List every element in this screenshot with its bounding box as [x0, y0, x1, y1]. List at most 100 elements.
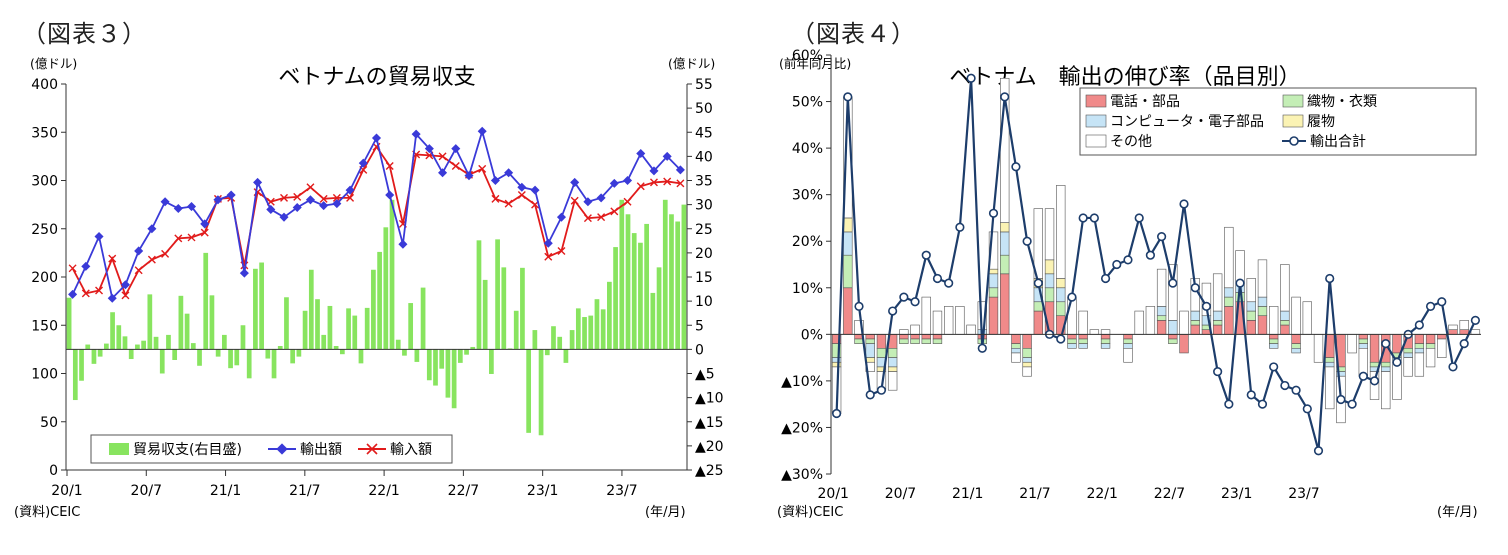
other-bar-segment: [1459, 320, 1469, 330]
total-point: [843, 92, 853, 102]
imports-point: [451, 162, 460, 171]
balance-bar: [166, 334, 171, 350]
balance-bar: [240, 325, 246, 350]
balance-bar: [662, 199, 668, 350]
balance-bar: [551, 326, 556, 350]
imports-point: [306, 183, 315, 192]
footwear-bar-segment: [1044, 259, 1055, 275]
balance-bar: [128, 349, 134, 360]
total-point: [1358, 371, 1368, 381]
textile-bar-segment: [1325, 357, 1335, 363]
other-bar-segment: [1156, 268, 1167, 307]
computer-bar-segment: [1123, 343, 1133, 349]
balance-bar: [582, 317, 587, 350]
total-point: [1336, 394, 1346, 405]
balance-bar: [321, 334, 327, 350]
phone-bar-segment: [921, 334, 931, 340]
exports-point: [253, 177, 263, 187]
textile-bar-segment: [921, 338, 931, 344]
balance-bar: [184, 313, 190, 350]
legend-other-label: その他: [1110, 134, 1152, 150]
balance-bar: [234, 349, 240, 366]
phone-bar-segment: [1022, 334, 1032, 349]
computer-bar-segment: [1381, 366, 1391, 372]
exports-point: [239, 268, 249, 278]
legend-total-marker: [1289, 136, 1299, 146]
phone-bar-segment: [1033, 310, 1043, 335]
imports-point: [319, 194, 328, 203]
total-point: [865, 390, 875, 400]
x-axis-tick-label: 22/7: [448, 483, 479, 499]
textile-bar-segment: [1291, 343, 1301, 349]
imports-point: [491, 194, 500, 203]
other-bar-segment: [887, 371, 898, 391]
balance-bar: [72, 349, 78, 401]
other-bar-segment: [1212, 273, 1223, 312]
balance-bar: [253, 268, 258, 350]
total-point: [966, 73, 976, 83]
right-axis-tick-label: 15: [695, 270, 713, 286]
legend-computer-swatch: [1085, 114, 1107, 128]
other-bar-segment: [1313, 334, 1324, 363]
other-bar-segment: [955, 306, 965, 335]
y-axis-tick-label: ▲30%: [781, 467, 823, 483]
y-axis-tick-label: 60%: [792, 48, 823, 64]
y-axis-tick-label: 30%: [792, 188, 823, 204]
imports-point: [623, 197, 632, 206]
footwear-bar-segment: [843, 217, 853, 233]
balance-bar: [203, 252, 209, 350]
x-axis-tick-label: 20/7: [885, 486, 916, 502]
phone-bar-segment: [1168, 334, 1178, 340]
textile-bar-segment: [1280, 320, 1290, 326]
exports-point: [385, 190, 395, 200]
x-axis-tick-label: 23/7: [1288, 486, 1319, 502]
right-axis-tick-label: ▲5: [695, 367, 715, 383]
total-point: [1213, 366, 1223, 377]
source-note: (資料)CEIC: [14, 505, 80, 520]
right-axis-tick-label: 50: [695, 101, 713, 117]
phone-bar-segment: [1448, 329, 1458, 335]
balance-bar: [588, 315, 594, 350]
legend-footwear-swatch: [1282, 114, 1304, 128]
footwear-bar-segment: [831, 361, 842, 368]
balance-bar: [526, 349, 532, 433]
total-point: [1078, 213, 1088, 223]
total-point: [1414, 320, 1424, 330]
balance-bar: [625, 214, 631, 350]
textile-bar-segment: [1168, 338, 1178, 344]
balance-bar: [290, 349, 296, 364]
phone-bar-segment: [1257, 315, 1268, 335]
total-point: [1033, 278, 1043, 288]
figure-4-label: （図表４）: [791, 20, 916, 48]
balance-bar: [495, 239, 500, 350]
other-bar-segment: [1011, 352, 1021, 363]
imports-point: [346, 193, 355, 202]
textile-bar-segment: [1414, 343, 1425, 349]
other-bar-segment: [1291, 296, 1301, 335]
imports-point: [557, 246, 566, 255]
footwear-bar-segment: [865, 357, 875, 363]
balance-bar: [91, 349, 97, 364]
total-point: [1123, 255, 1133, 265]
other-bar-segment: [1033, 208, 1043, 279]
balance-bar: [159, 349, 165, 374]
right-axis-tick-label: 10: [695, 294, 713, 310]
balance-bar: [532, 330, 538, 350]
phone-bar-segment: [1437, 334, 1447, 340]
exports-point: [490, 175, 500, 186]
textile-bar-segment: [876, 347, 887, 358]
balance-bar: [346, 308, 351, 350]
total-point: [1302, 404, 1312, 414]
imports-point: [95, 286, 104, 295]
figure-3-label: （図表３）: [22, 20, 147, 48]
computer-bar-segment: [1022, 357, 1032, 363]
exports-point: [186, 202, 197, 212]
right-axis-tick-label: 30: [695, 198, 713, 214]
computer-bar-segment: [1044, 273, 1055, 289]
balance-bar: [104, 343, 109, 350]
exports-point: [504, 168, 514, 178]
right-axis-tick-label: ▲25: [695, 463, 724, 479]
phone-bar-segment: [1179, 334, 1189, 354]
total-point: [955, 222, 965, 232]
balance-bar: [110, 312, 115, 350]
